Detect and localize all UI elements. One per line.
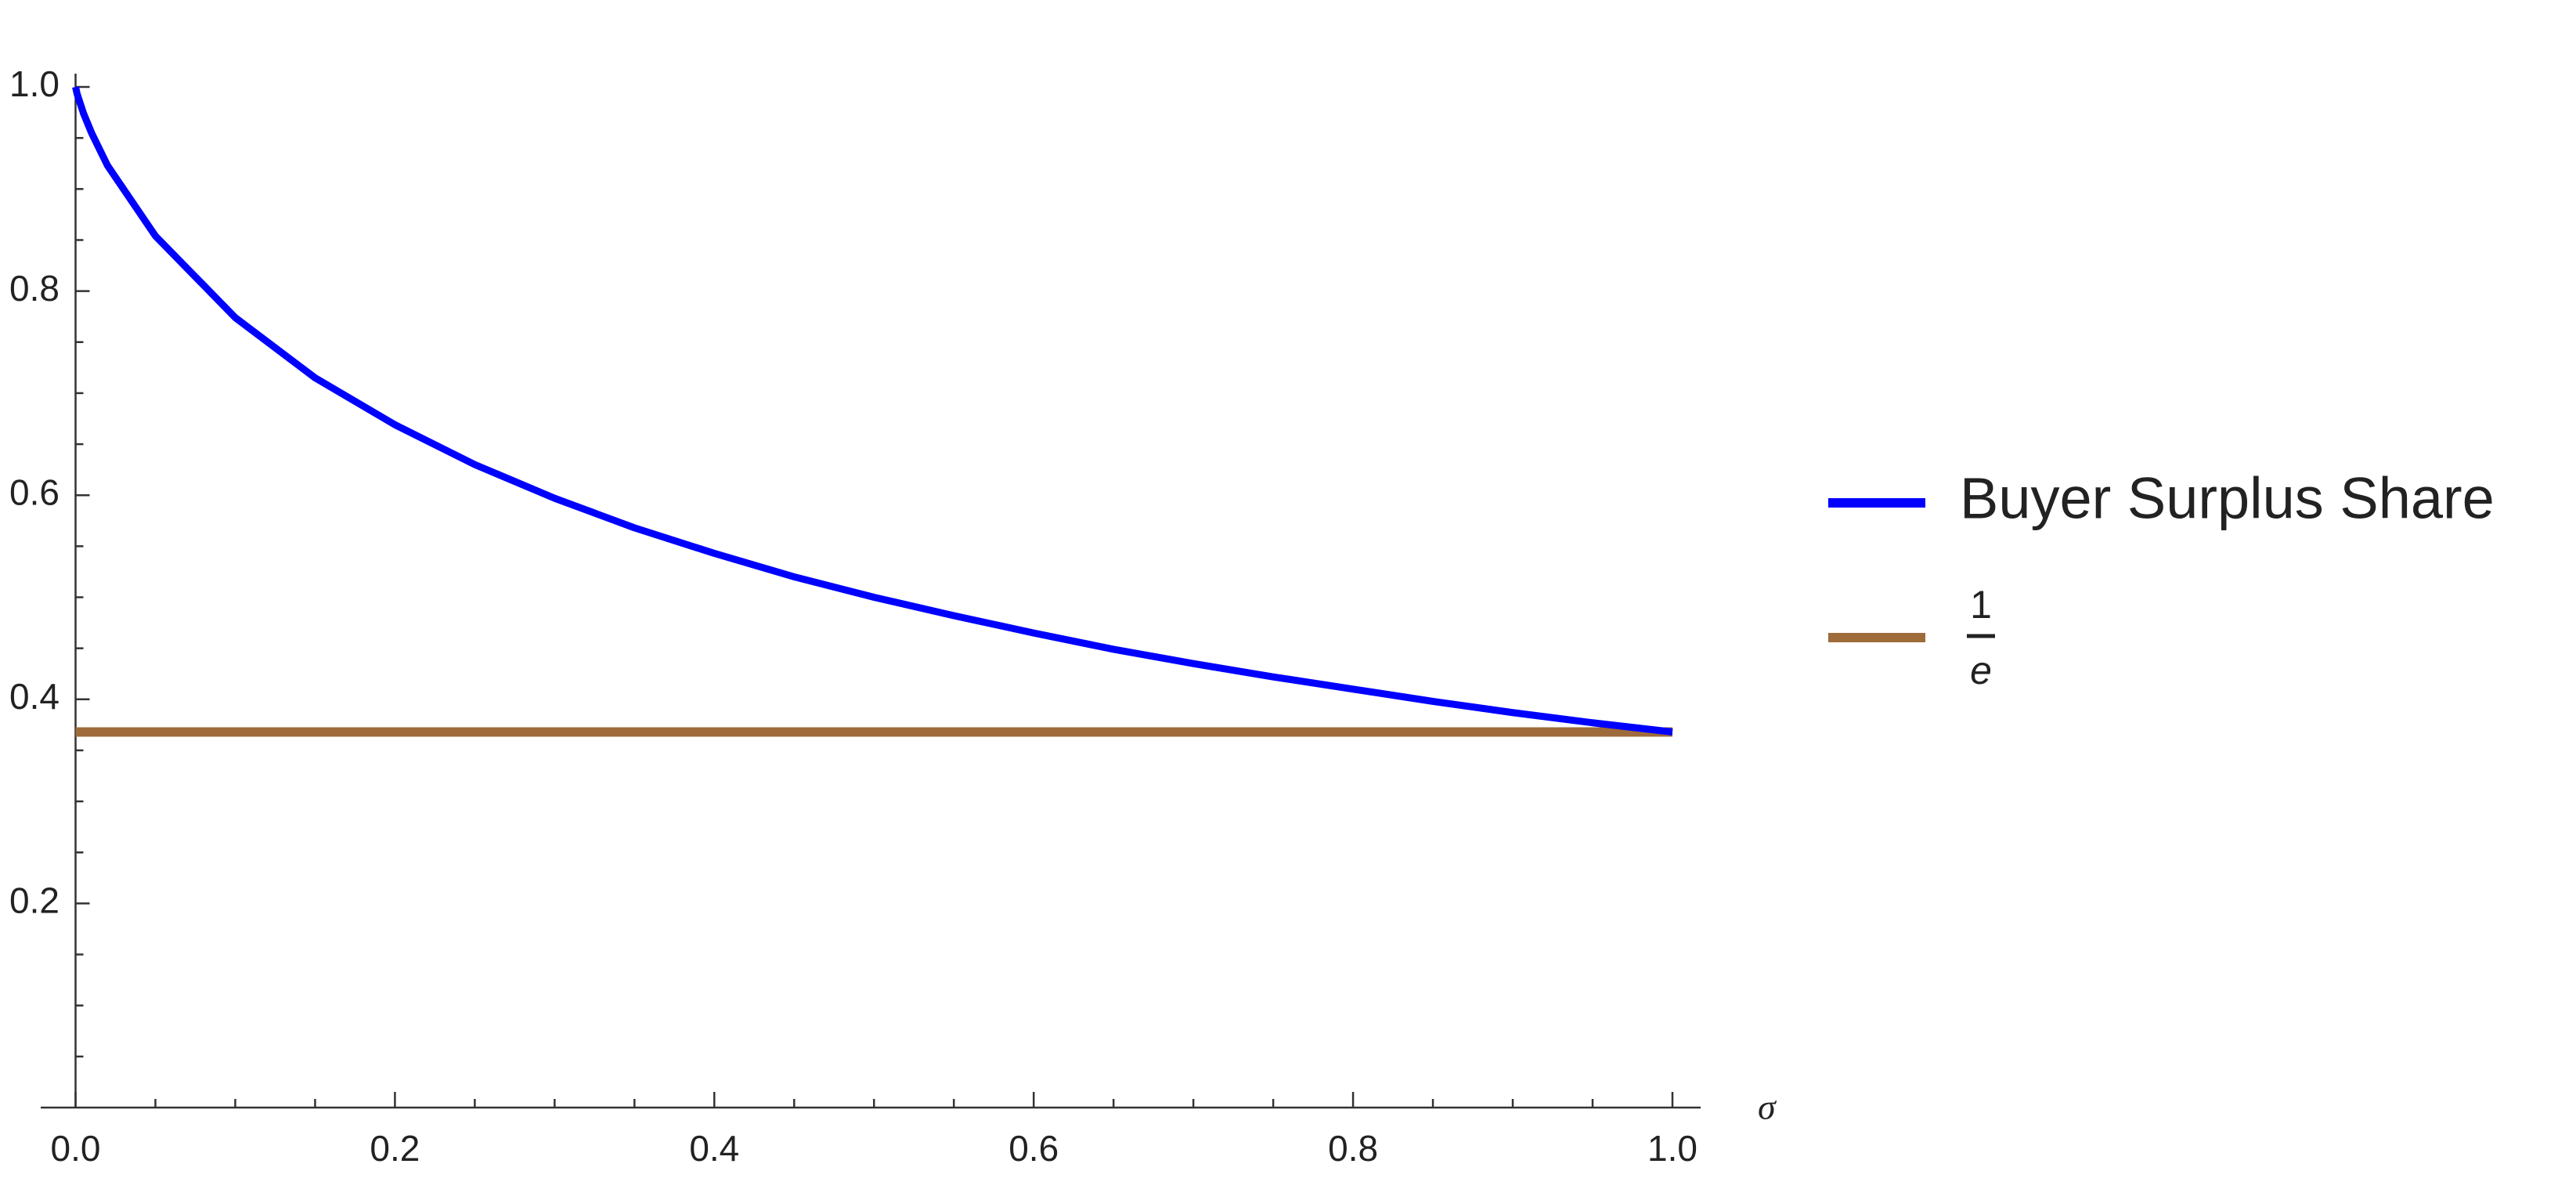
series-line (72, 86, 1673, 736)
y-tick-label: 0.6 (9, 472, 60, 512)
legend-label: Buyer Surplus Share (1960, 466, 2495, 531)
legend-label-numerator: 1 (1970, 583, 1992, 627)
x-tick-label: 0.2 (370, 1128, 420, 1169)
y-tick-label: 0.4 (9, 676, 60, 717)
x-tick-label: 1.0 (1647, 1128, 1697, 1169)
y-tick-label: 0.2 (9, 880, 60, 921)
y-tick-label: 0.8 (9, 268, 60, 309)
x-tick-label: 0.0 (51, 1128, 101, 1169)
x-tick-label: 0.6 (1008, 1128, 1059, 1169)
y-tick-label: 1.0 (9, 63, 60, 104)
x-tick-label: 0.4 (689, 1128, 739, 1169)
x-tick-label: 0.8 (1328, 1128, 1378, 1169)
legend-label-denominator: e (1970, 649, 1992, 692)
x-axis-label: σ (1758, 1087, 1777, 1127)
